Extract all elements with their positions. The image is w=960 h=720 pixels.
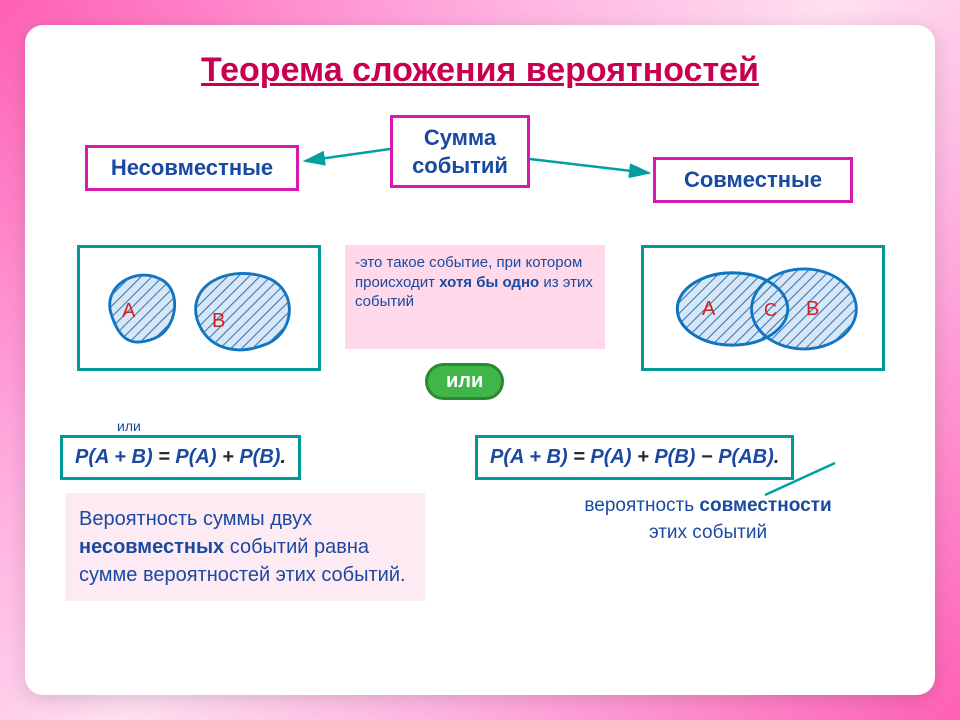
label-b-right: В: [806, 298, 819, 321]
caption-compatible: вероятность совместности этих событий: [523, 493, 893, 546]
definition-box: -это такое событие, при котором происход…: [345, 245, 605, 349]
label-a-left: А: [122, 300, 135, 323]
label-b-left: В: [212, 310, 225, 333]
venn-compatible: А С В: [641, 245, 885, 371]
label-c-right: С: [764, 300, 777, 321]
formula-incompatible: P(A + B) = P(A) + P(B).: [60, 435, 301, 480]
statement-incompatible: Вероятность суммы двух несовместных собы…: [65, 493, 425, 601]
or-small-label: или: [117, 418, 141, 434]
slide-card: Теорема сложения вероятностей Сумма собы…: [25, 25, 935, 695]
formula-compatible: P(A + B) = P(A) + P(B) − P(AB).: [475, 435, 794, 480]
center-line1: Сумма: [424, 125, 496, 150]
slide-title: Теорема сложения вероятностей: [53, 51, 907, 90]
venn-incompatible: А В: [77, 245, 321, 371]
sum-of-events-box: Сумма событий: [390, 115, 530, 188]
label-a-right: А: [702, 298, 715, 321]
compatible-box: Совместные: [653, 157, 853, 203]
center-line2: событий: [412, 153, 508, 178]
incompatible-box: Несовместные: [85, 145, 299, 191]
or-badge: или: [425, 363, 504, 400]
